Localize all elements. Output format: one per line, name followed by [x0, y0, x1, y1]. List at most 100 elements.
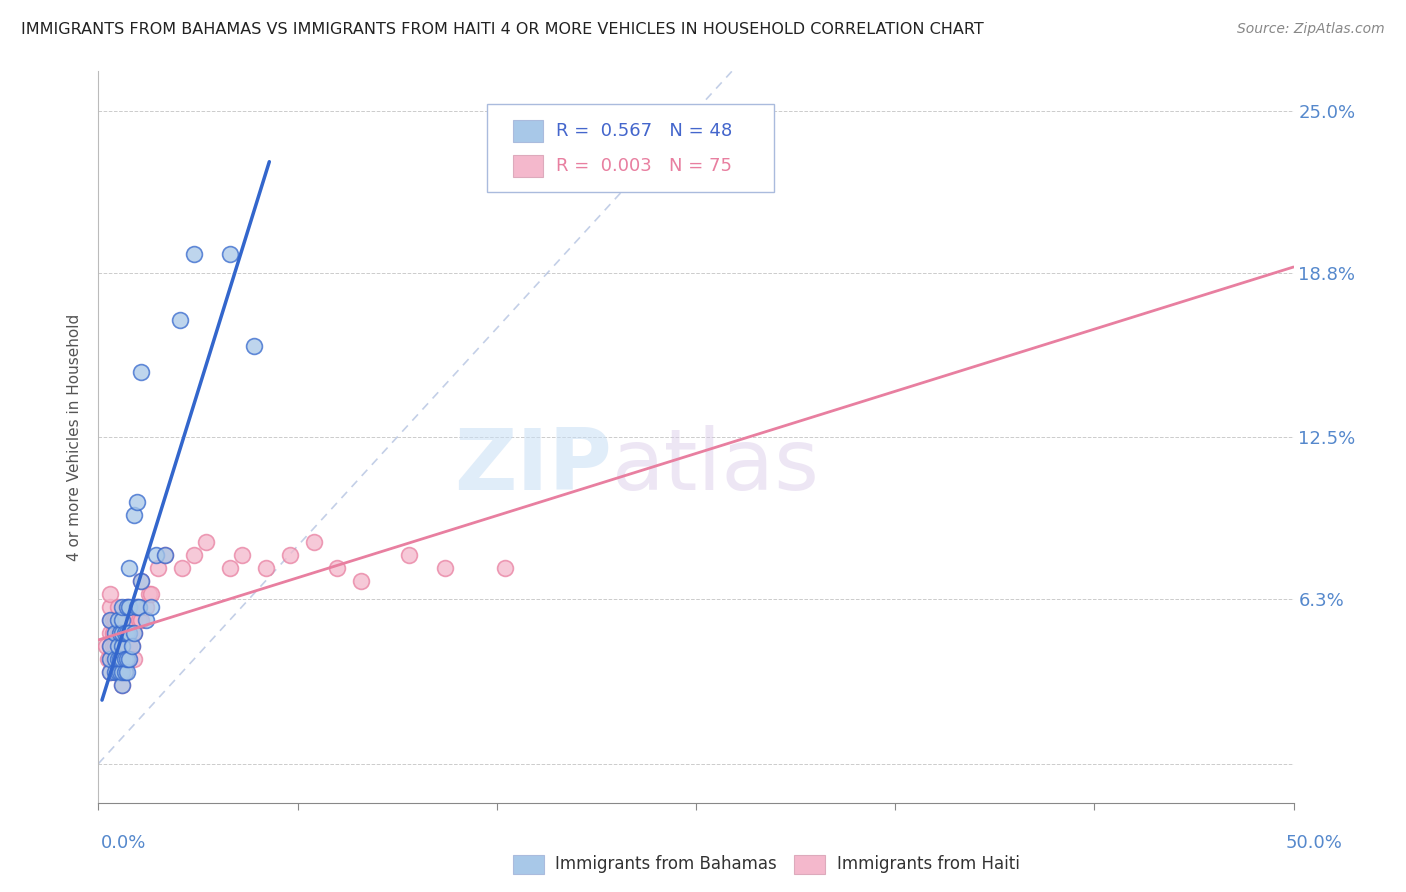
Y-axis label: 4 or more Vehicles in Household: 4 or more Vehicles in Household — [67, 313, 83, 561]
Point — [128, 613, 150, 627]
Point — [98, 652, 122, 666]
Point — [111, 639, 134, 653]
Point — [114, 626, 136, 640]
Point — [124, 652, 146, 666]
Point — [135, 599, 157, 614]
Point — [155, 548, 177, 562]
Point — [183, 247, 205, 261]
Point — [125, 599, 148, 614]
Point — [219, 247, 242, 261]
Point — [195, 534, 218, 549]
Point — [104, 626, 127, 640]
Point — [101, 652, 124, 666]
Point — [118, 652, 141, 666]
Point — [108, 665, 131, 680]
Point — [98, 587, 122, 601]
Point — [98, 599, 122, 614]
Point — [115, 599, 138, 614]
Point — [278, 548, 301, 562]
Point — [98, 665, 122, 680]
Point — [302, 534, 325, 549]
Point — [111, 613, 134, 627]
Point — [108, 626, 131, 640]
Point — [139, 599, 162, 614]
Point — [114, 665, 136, 680]
Point — [155, 548, 177, 562]
Text: 0.0%: 0.0% — [101, 834, 146, 852]
Point — [434, 560, 457, 574]
Point — [98, 613, 122, 627]
Point — [125, 495, 148, 509]
Point — [121, 639, 143, 653]
Text: ZIP: ZIP — [454, 425, 613, 508]
Point — [104, 665, 127, 680]
Point — [115, 665, 138, 680]
Point — [121, 639, 143, 653]
Text: Immigrants from Bahamas: Immigrants from Bahamas — [555, 855, 778, 873]
Point — [118, 560, 141, 574]
Point — [114, 652, 136, 666]
Point — [125, 599, 148, 614]
Point — [254, 560, 277, 574]
Point — [104, 652, 127, 666]
Point — [114, 639, 136, 653]
Point — [111, 678, 134, 692]
Point — [98, 613, 122, 627]
Point — [139, 587, 162, 601]
Text: Immigrants from Haiti: Immigrants from Haiti — [837, 855, 1019, 873]
Point — [107, 665, 129, 680]
Point — [107, 639, 129, 653]
Point — [172, 560, 194, 574]
Point — [148, 560, 170, 574]
Point — [243, 339, 266, 353]
Point — [138, 587, 160, 601]
Point — [131, 574, 153, 588]
Point — [124, 626, 146, 640]
Point — [98, 652, 122, 666]
Point — [98, 639, 122, 653]
Point — [115, 613, 138, 627]
Point — [104, 652, 127, 666]
Point — [115, 626, 138, 640]
Point — [398, 548, 420, 562]
Text: R =  0.003   N = 75: R = 0.003 N = 75 — [557, 158, 733, 176]
Point — [124, 626, 146, 640]
Point — [219, 560, 242, 574]
Point — [114, 652, 136, 666]
Text: IMMIGRANTS FROM BAHAMAS VS IMMIGRANTS FROM HAITI 4 OR MORE VEHICLES IN HOUSEHOLD: IMMIGRANTS FROM BAHAMAS VS IMMIGRANTS FR… — [21, 22, 984, 37]
Text: 50.0%: 50.0% — [1286, 834, 1343, 852]
Point — [107, 639, 129, 653]
Point — [107, 626, 129, 640]
Point — [107, 613, 129, 627]
Point — [114, 665, 136, 680]
Point — [94, 639, 117, 653]
Bar — [513, 155, 543, 178]
Point — [111, 652, 134, 666]
Point — [104, 665, 127, 680]
Point — [101, 626, 124, 640]
Point — [131, 574, 153, 588]
Point — [111, 599, 134, 614]
Point — [350, 574, 373, 588]
Point — [121, 613, 143, 627]
Point — [101, 639, 124, 653]
Point — [494, 560, 516, 574]
Point — [111, 626, 134, 640]
Point — [111, 626, 134, 640]
Point — [107, 652, 129, 666]
Point — [108, 639, 131, 653]
Point — [115, 599, 138, 614]
Point — [115, 652, 138, 666]
Point — [104, 639, 127, 653]
Point — [128, 599, 150, 614]
Point — [98, 665, 122, 680]
Point — [108, 613, 131, 627]
Point — [111, 639, 134, 653]
Point — [97, 652, 120, 666]
Point — [111, 678, 134, 692]
Point — [124, 508, 146, 523]
Point — [104, 626, 127, 640]
Point — [183, 548, 205, 562]
Point — [145, 548, 167, 562]
Point — [107, 599, 129, 614]
